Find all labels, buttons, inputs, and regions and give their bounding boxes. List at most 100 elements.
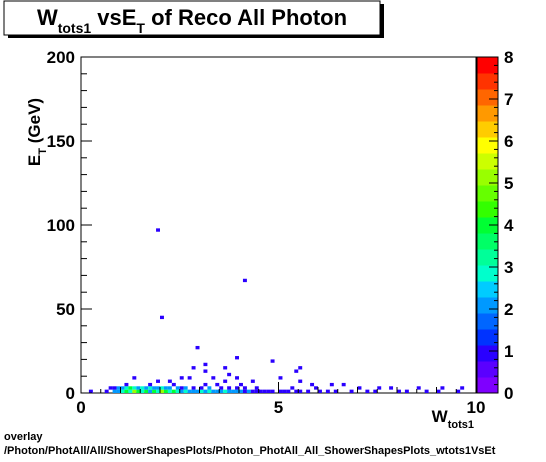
- heatmap-cell: [325, 389, 330, 393]
- color-scale-label: 7: [504, 90, 513, 109]
- heatmap-cell: [357, 386, 362, 390]
- heatmap-cell: [262, 389, 267, 393]
- heatmap-cell: [294, 389, 299, 393]
- color-scale: 0 1 2 3 4 5 6 7 8: [476, 48, 514, 403]
- heatmap-cell: [318, 389, 322, 393]
- heatmap-cell: [242, 389, 247, 393]
- color-scale-swatch: [477, 249, 498, 266]
- color-scale-swatch: [477, 73, 498, 90]
- heatmap-cell: [333, 389, 338, 393]
- heatmap-cell: [365, 389, 370, 393]
- chart-title: Wtots1 vsET of Reco All Photon: [37, 5, 347, 36]
- heatmap-cell: [203, 382, 208, 387]
- heatmap-cell: [227, 372, 232, 377]
- heatmap-cell: [242, 386, 247, 390]
- heatmap-cell: [124, 389, 129, 393]
- color-scale-label: 0: [504, 384, 513, 403]
- heatmap-cell: [341, 382, 346, 387]
- heatmap-cell: [223, 366, 228, 370]
- color-scale-swatch: [477, 89, 498, 106]
- heatmap-cell: [227, 389, 232, 393]
- x-tick-label: 10: [467, 398, 486, 417]
- heatmap-cell: [349, 389, 354, 393]
- heatmap-cell: [163, 389, 168, 393]
- heatmap-cell: [456, 389, 461, 393]
- heatmap-cell: [156, 228, 160, 232]
- heatmap-cell: [132, 386, 137, 390]
- color-scale-label: 3: [504, 258, 513, 277]
- heatmap-cell: [116, 389, 121, 393]
- heatmap-cell: [128, 389, 133, 393]
- heatmap-cell: [112, 389, 117, 393]
- color-scale-swatch: [477, 233, 498, 250]
- heatmap-cell: [223, 379, 228, 383]
- heatmap-cell: [88, 389, 93, 393]
- heatmap-cell: [104, 389, 109, 393]
- heatmap-cell: [266, 389, 271, 393]
- heatmap-cell: [171, 382, 176, 387]
- color-scale-swatch: [477, 153, 498, 170]
- heatmap-cell: [329, 382, 334, 387]
- heatmap-cell: [246, 389, 251, 393]
- heatmap-cell: [298, 379, 303, 383]
- heatmap-cell: [306, 389, 311, 393]
- heatmap-cell: [215, 389, 220, 393]
- heatmap-cell: [258, 389, 263, 393]
- y-axis-label: ET (GeV): [25, 98, 49, 166]
- heatmap-cell: [219, 386, 224, 390]
- heatmap-cell: [183, 386, 188, 390]
- heatmap-cell: [195, 345, 200, 350]
- color-scale-swatch: [477, 281, 498, 298]
- heatmap-cell: [250, 379, 255, 383]
- heatmap-cell: [298, 389, 303, 393]
- heatmap-cell: [160, 315, 164, 320]
- heatmap-cell: [187, 389, 192, 393]
- heatmap-cell: [128, 386, 133, 390]
- heatmap-cell: [140, 386, 145, 390]
- heatmap-cell: [152, 389, 157, 393]
- color-scale-swatch: [477, 105, 498, 122]
- heatmap-cell: [191, 386, 196, 390]
- title-box: Wtots1 vsET of Reco All Photon: [3, 0, 384, 38]
- heatmap-cell: [270, 359, 275, 363]
- color-scale-swatch: [477, 121, 498, 138]
- heatmap-cell: [286, 389, 291, 393]
- heatmap-cell: [270, 389, 275, 393]
- heatmap-cell: [187, 376, 192, 380]
- heatmap-cell: [373, 389, 378, 393]
- heatmap-cell: [167, 389, 172, 393]
- heatmap-cell: [219, 389, 224, 393]
- heatmap-cell: [108, 386, 113, 390]
- heatmap-cell: [175, 386, 180, 390]
- heatmap-cell: [120, 389, 125, 393]
- heatmap-cell: [211, 376, 216, 380]
- heatmap-cell: [171, 389, 176, 393]
- heatmap-cell: [136, 386, 141, 390]
- color-scale-label: 5: [504, 174, 513, 193]
- color-scale-label: 6: [504, 132, 513, 151]
- heatmap-cell: [148, 382, 153, 387]
- heatmap-cell: [163, 386, 168, 390]
- x-tick-label: 5: [274, 398, 283, 417]
- heatmap-cell: [310, 382, 315, 387]
- heatmap-cell: [203, 389, 208, 393]
- heatmap-cell: [460, 386, 465, 390]
- heatmap-cell: [156, 389, 160, 393]
- heatmap-cell: [160, 389, 164, 393]
- heatmap-cell: [203, 362, 208, 367]
- heatmap-cell: [440, 386, 445, 390]
- heatmap-cell: [223, 389, 228, 393]
- heatmap-cell: [235, 376, 239, 380]
- color-scale-swatch: [477, 297, 498, 314]
- heatmap-cell: [148, 389, 153, 393]
- x-tick-label: 0: [76, 398, 85, 417]
- heatmap-cell: [191, 366, 196, 370]
- heatmap-cell: [112, 386, 117, 390]
- heatmap-cell: [242, 278, 247, 283]
- heatmap-cell: [436, 389, 441, 393]
- heatmap-cell: [207, 386, 212, 390]
- heatmap-cell: [235, 389, 239, 393]
- x-axis: 0 5 10: [76, 382, 485, 417]
- color-scale-swatch: [477, 329, 498, 346]
- heatmap-cell: [132, 389, 137, 393]
